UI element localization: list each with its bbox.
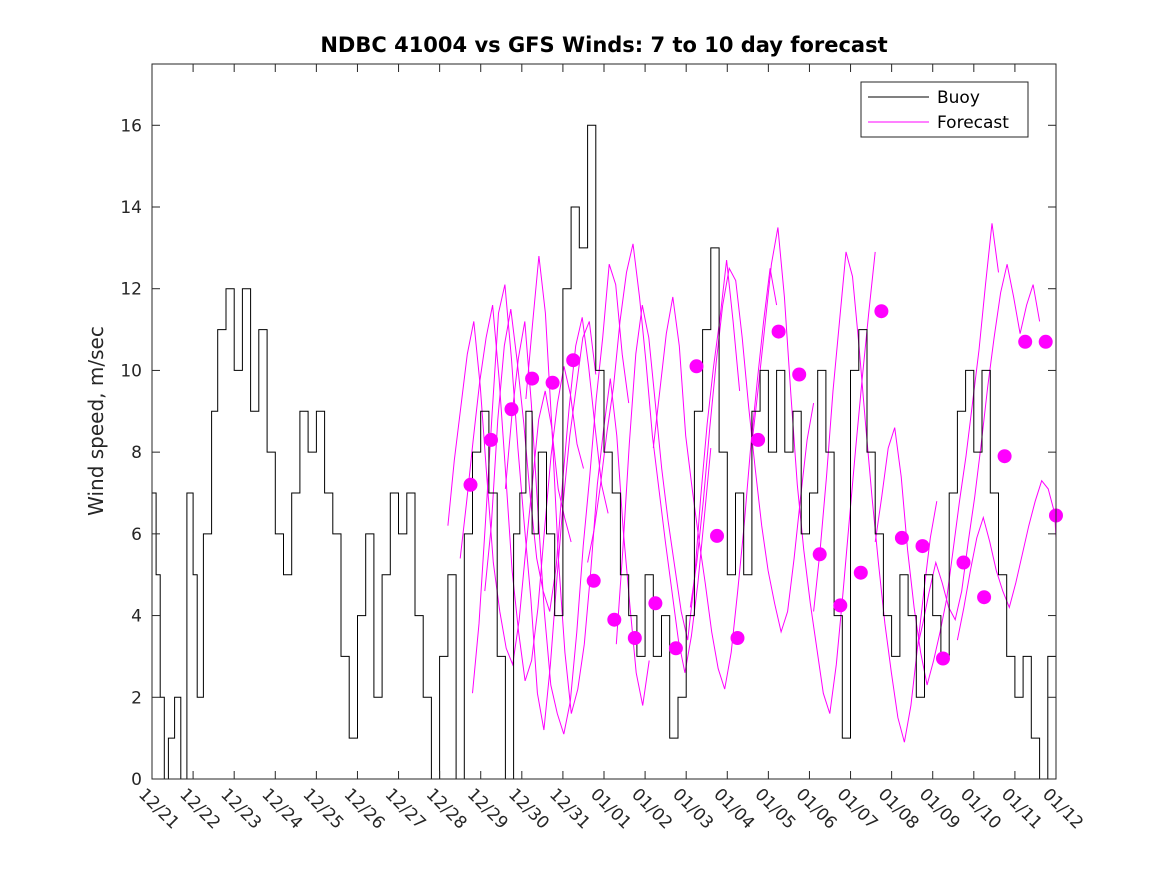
forecast-marker-14 <box>730 631 745 645</box>
forecast-marker-29 <box>1038 334 1053 349</box>
forecast-marker-26 <box>977 590 992 605</box>
forecast-line-1 <box>447 321 572 667</box>
x-tick-label-10: 12/31 <box>545 785 594 834</box>
forecast-marker-5 <box>545 375 560 390</box>
forecast-line-7 <box>587 243 712 673</box>
x-tick-label-15: 01/05 <box>751 785 800 834</box>
forecast-marker-11 <box>668 641 683 656</box>
forecast-marker-6 <box>566 353 581 368</box>
forecast-marker-13 <box>710 528 724 543</box>
y-tick-label-6: 6 <box>131 525 142 545</box>
buoy-line <box>152 124 1057 780</box>
forecast-marker-20 <box>853 565 868 580</box>
x-tick-label-5: 12/26 <box>340 785 389 834</box>
x-tick-label-14: 01/04 <box>709 785 758 834</box>
forecast-marker-23 <box>915 539 930 554</box>
forecast-marker-8 <box>607 612 622 627</box>
chart-title: NDBC 41004 vs GFS Winds: 7 to 10 day for… <box>320 33 887 57</box>
forecast-line-13 <box>874 223 999 686</box>
x-tick-label-17: 01/07 <box>833 785 882 834</box>
x-tick-label-6: 12/27 <box>381 785 430 834</box>
legend-box <box>860 81 1029 138</box>
forecast-marker-27 <box>997 449 1012 464</box>
x-tick-label-16: 01/06 <box>792 785 841 834</box>
x-tick-label-2: 12/23 <box>216 785 265 834</box>
forecast-marker-1 <box>463 477 478 492</box>
forecast-marker-16 <box>771 324 786 339</box>
forecast-marker-21 <box>874 304 889 319</box>
x-tick-label-21: 01/11 <box>997 785 1046 834</box>
y-tick-label-4: 4 <box>131 607 142 627</box>
forecast-marker-7 <box>586 573 601 588</box>
y-tick-label-16: 16 <box>120 116 142 136</box>
y-tick-label-2: 2 <box>131 688 142 708</box>
x-tick-label-3: 12/24 <box>257 785 306 834</box>
forecast-marker-2 <box>484 432 498 447</box>
forecast-marker-28 <box>1018 334 1033 349</box>
forecast-line-5 <box>504 264 630 735</box>
forecast-line-14 <box>915 264 1041 653</box>
x-tick-label-20: 01/10 <box>956 785 1005 834</box>
forecast-line-9 <box>652 268 778 690</box>
x-tick-label-19: 01/09 <box>915 785 964 834</box>
x-tick-label-4: 12/25 <box>299 785 348 834</box>
forecast-marker-3 <box>504 402 519 417</box>
x-tick-label-7: 12/28 <box>422 785 471 834</box>
forecast-marker-12 <box>689 359 704 374</box>
legend: Buoy Forecast <box>860 81 1029 138</box>
forecast-line-11 <box>751 227 876 714</box>
legend-forecast-label: Forecast <box>937 113 1009 133</box>
x-tick-label-18: 01/08 <box>874 785 923 834</box>
x-tick-label-13: 01/03 <box>668 785 717 834</box>
forecast-marker-10 <box>648 596 663 611</box>
forecast-line-3 <box>472 284 597 731</box>
forecast-marker-24 <box>936 651 950 666</box>
x-tick-label-8: 12/29 <box>463 785 512 834</box>
forecast-line-4 <box>484 309 609 612</box>
forecast-marker-25 <box>956 555 971 570</box>
forecast-marker-15 <box>751 432 766 447</box>
x-tick-label-1: 12/22 <box>175 785 224 834</box>
y-tick-label-10: 10 <box>120 361 142 381</box>
y-tick-label-8: 8 <box>131 443 142 463</box>
forecast-marker-17 <box>792 367 807 382</box>
forecast-marker-4 <box>525 371 540 386</box>
y-tick-label-14: 14 <box>120 198 142 218</box>
forecast-marker-18 <box>812 547 827 562</box>
forecast-marker-9 <box>627 631 642 645</box>
x-tick-label-9: 12/30 <box>504 785 553 834</box>
x-tick-label-11: 01/01 <box>586 785 635 834</box>
x-tick-label-22: 01/12 <box>1038 785 1087 834</box>
forecast-marker-19 <box>833 598 848 613</box>
y-tick-label-12: 12 <box>120 280 142 300</box>
legend-buoy-label: Buoy <box>937 88 980 108</box>
y-axis-label: Wind speed, m/sec <box>84 326 108 516</box>
forecast-marker-22 <box>894 530 909 545</box>
series-layer <box>152 124 1063 780</box>
x-tick-label-0: 12/21 <box>134 785 183 834</box>
y-tick-label-0: 0 <box>131 770 142 790</box>
x-tick-label-12: 01/02 <box>627 785 676 834</box>
